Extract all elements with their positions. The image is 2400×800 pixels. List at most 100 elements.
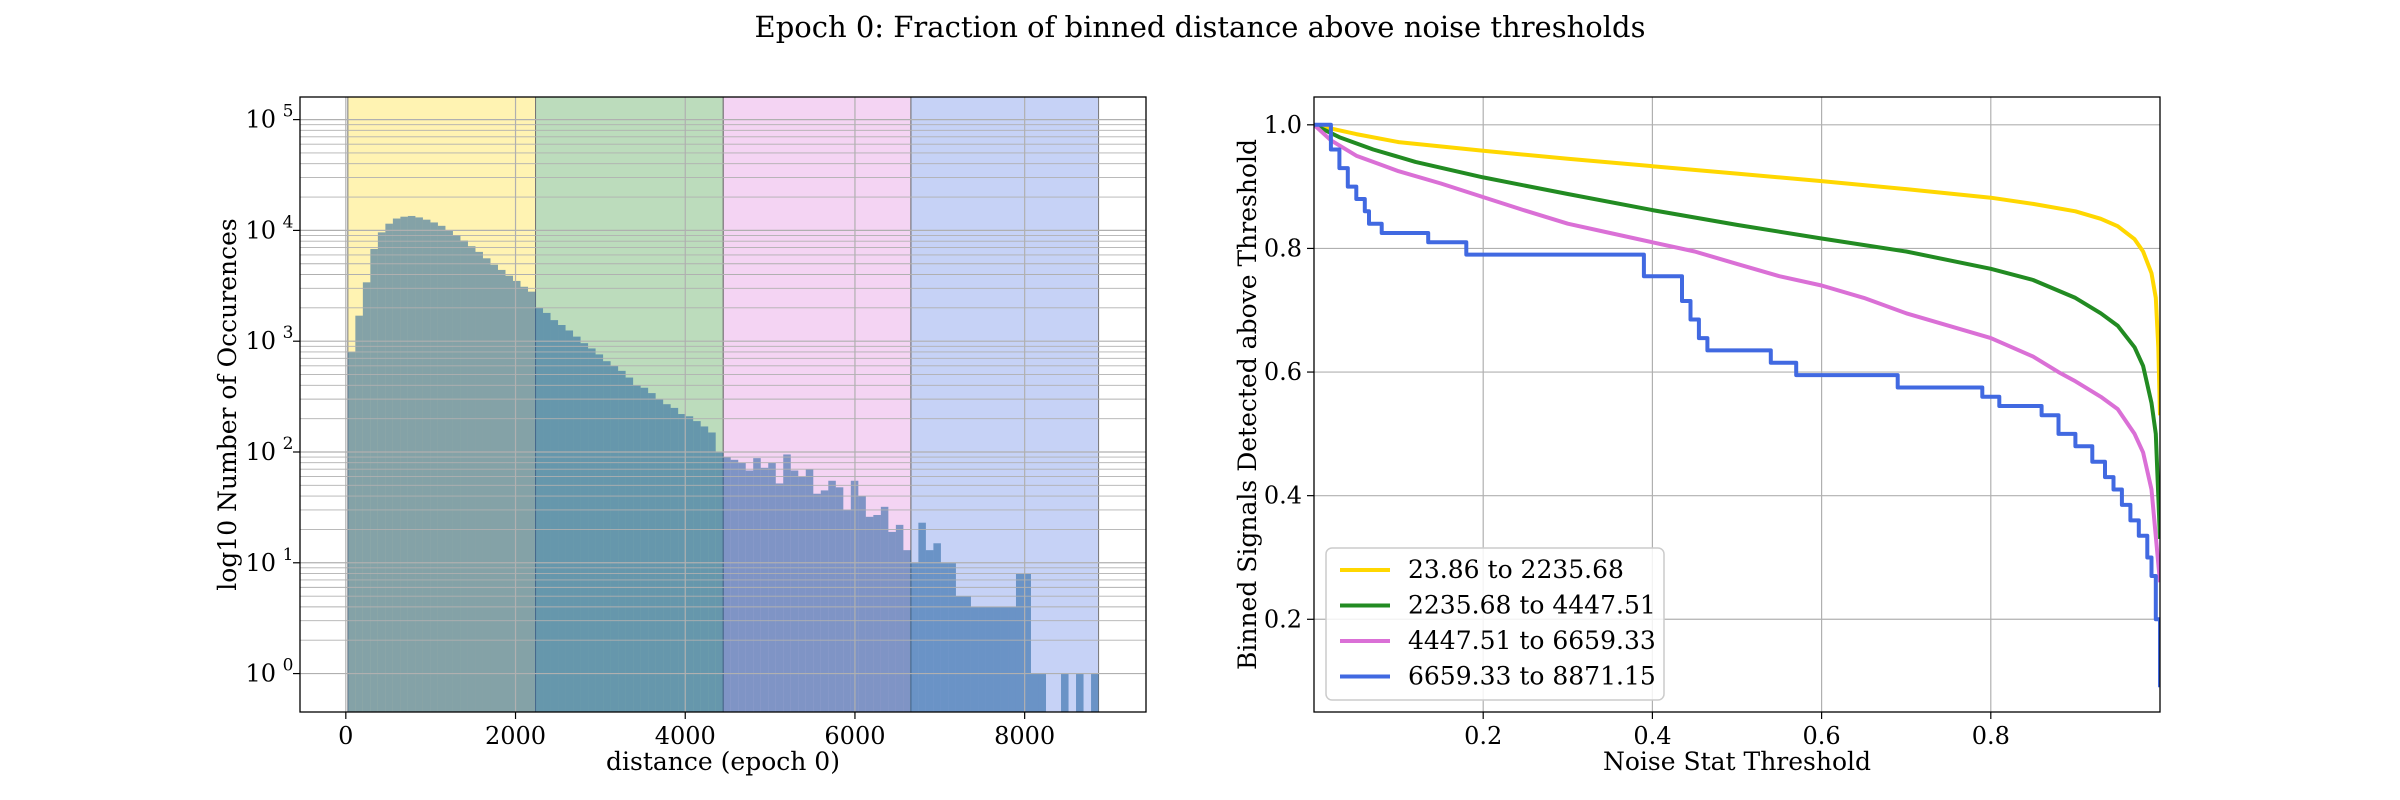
histogram-x-tick-label: 6000 (824, 722, 885, 750)
histogram-bar (1076, 673, 1084, 712)
histogram-bar (820, 490, 829, 712)
curves-y-tick-label: 1.0 (1264, 111, 1302, 139)
curves-x-axis-label: Noise Stat Threshold (1603, 747, 1871, 776)
histogram-bar (865, 516, 874, 712)
histogram-bar (452, 235, 461, 712)
legend-label-2: 2235.68 to 4447.51 (1408, 591, 1656, 620)
histogram-bar (558, 325, 566, 712)
histogram-x-tick-label: 4000 (655, 722, 716, 750)
histogram-bar (993, 606, 1001, 712)
histogram-y-tick-label: 10 5 (245, 102, 293, 134)
curves-x-tick-label: 0.4 (1633, 722, 1671, 750)
histogram-y-tick-label: 10 3 (245, 323, 293, 355)
histogram-bar (858, 496, 866, 712)
histogram-bar (1038, 673, 1047, 712)
histogram-bar (520, 286, 529, 712)
histogram-bar (963, 596, 971, 712)
histogram-bar (415, 217, 423, 712)
histogram-bar (573, 336, 581, 712)
histogram-bar (888, 531, 896, 712)
histogram-bar (730, 459, 739, 712)
histogram-bar (400, 216, 408, 712)
histogram-bar (670, 407, 679, 712)
histogram-bar (565, 330, 574, 712)
histogram-bar (760, 467, 769, 712)
curves-y-axis-ticks: 0.2 0.4 0.6 0.8 1.0 (1264, 111, 1314, 633)
histogram-bar (618, 370, 626, 712)
histogram-y-tick-label: 10 4 (245, 212, 293, 244)
histogram-bar (603, 361, 611, 712)
histogram-x-tick-label: 0 (338, 722, 353, 750)
histogram-bar (1030, 673, 1039, 712)
histogram-bar (422, 219, 431, 712)
histogram-bar (663, 404, 671, 712)
histogram-bar (625, 377, 634, 712)
histogram-bar (595, 354, 604, 712)
histogram-bar (753, 458, 761, 712)
histogram-y-tick-exponent: 0 (283, 656, 294, 676)
histogram-bar (723, 457, 731, 712)
histogram-x-tick-label: 2000 (485, 722, 546, 750)
histogram-bar (1015, 573, 1024, 712)
histogram-bar (798, 476, 806, 712)
histogram-bar (550, 320, 559, 712)
histogram-y-tick-label: 10 0 (245, 656, 293, 688)
histogram-bar (467, 246, 476, 712)
histogram-bar (783, 454, 791, 712)
histogram-bar (813, 493, 821, 712)
histogram-bar (377, 232, 386, 712)
histogram-bar (505, 275, 514, 712)
histogram-y-tick-label: 10 2 (245, 434, 293, 466)
curves-x-tick-label: 0.2 (1464, 722, 1502, 750)
histogram-bar (700, 426, 709, 712)
curves-y-tick-label: 0.2 (1264, 605, 1302, 633)
histogram-bar (978, 606, 986, 712)
histogram-bar (610, 365, 619, 712)
histogram-gridlines (300, 97, 1146, 712)
histogram-bar (790, 470, 799, 712)
histogram-bar (648, 393, 656, 712)
histogram-bar (475, 251, 483, 712)
histogram-bar (1008, 606, 1016, 712)
histogram-bar (385, 223, 393, 712)
histogram-y-tick-exponent: 2 (283, 434, 294, 454)
histogram-bar (362, 282, 371, 712)
histogram-bar (835, 487, 844, 712)
histogram-bar (580, 343, 589, 712)
histogram-bar (948, 562, 956, 712)
curve-series-1 (1314, 122, 2160, 416)
histogram-bar (925, 550, 934, 712)
histogram-bar (1000, 606, 1009, 712)
curves-axes-frame (1313, 96, 2161, 713)
curve-series-2 (1314, 123, 2160, 539)
histogram-y-tick-exponent: 5 (283, 102, 294, 122)
histogram-bar (873, 514, 881, 712)
histogram-bar (633, 385, 641, 712)
histogram-bar (970, 606, 979, 712)
histogram-bar (895, 524, 904, 712)
histogram-bar (370, 248, 378, 712)
histogram-bar (685, 416, 694, 712)
histogram-bar (745, 470, 754, 712)
histogram-bar (490, 264, 498, 712)
histogram-bar (497, 269, 506, 712)
curves-y-tick-label: 0.6 (1264, 358, 1302, 386)
curves-legend: 23.86 to 2235.68 2235.68 to 4447.51 4447.5… (1325, 547, 1665, 701)
curves-y-tick-label: 0.8 (1264, 234, 1302, 262)
histogram-bar (933, 543, 941, 712)
histogram-bar (655, 399, 664, 712)
histogram-bar (940, 562, 949, 712)
histogram-bar (918, 522, 926, 712)
histogram-bar (588, 348, 596, 712)
curves-x-axis-ticks: 0.2 0.4 0.6 0.8 (1464, 712, 2010, 750)
legend-box (1325, 547, 1665, 701)
histogram-bars (347, 215, 1099, 712)
histogram-x-tick-label: 8000 (994, 722, 1055, 750)
legend-label-4: 6659.33 to 8871.15 (1408, 662, 1656, 691)
curves-series-lines (1314, 122, 2160, 688)
curves-x-tick-label: 0.6 (1803, 722, 1841, 750)
histogram-bar (543, 312, 551, 712)
legend-label-1: 23.86 to 2235.68 (1408, 555, 1624, 584)
